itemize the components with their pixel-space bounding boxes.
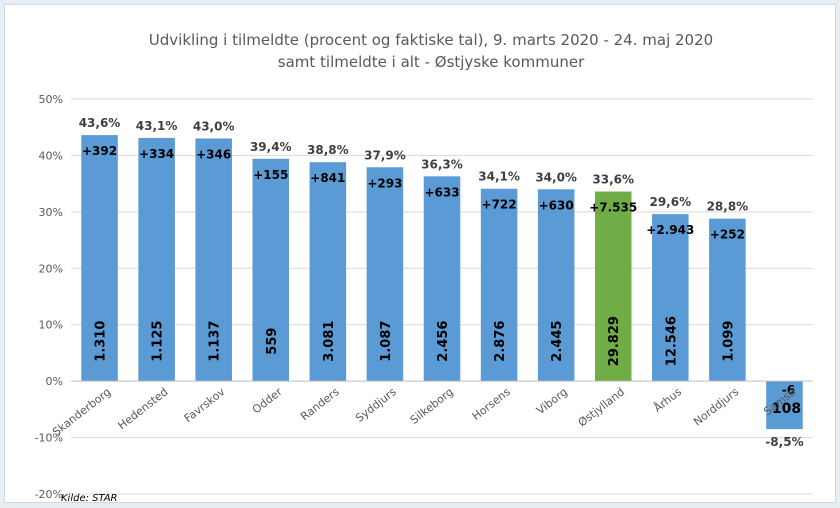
x-tick-label: Horsens <box>470 385 513 423</box>
bar <box>537 189 575 382</box>
total-label: 3.081 <box>322 321 337 362</box>
change-label: +392 <box>82 144 117 158</box>
total-label: 29.829 <box>607 316 622 366</box>
total-label: 2.876 <box>493 321 508 362</box>
change-label: +841 <box>310 171 345 185</box>
percent-label: 28,8% <box>707 200 749 214</box>
bar-chart: Udvikling i tilmeldte (procent og faktis… <box>35 31 813 504</box>
total-label: 2.445 <box>550 321 565 362</box>
change-label: +2.943 <box>646 223 694 237</box>
change-label: +7.535 <box>589 201 637 215</box>
bar <box>423 176 461 382</box>
source-note: Kilde: STAR <box>61 493 118 504</box>
x-tick-label: Silkeborg <box>408 385 456 427</box>
bar <box>309 162 347 382</box>
percent-label: 29,6% <box>649 195 691 209</box>
change-label: -6 <box>782 383 795 397</box>
x-tick-label: Odder <box>250 385 285 416</box>
x-tick-label: Syddjurs <box>353 385 399 425</box>
percent-label: -8,5% <box>765 435 803 449</box>
total-label: 108 <box>772 401 801 417</box>
percent-label: 34,1% <box>478 170 520 184</box>
y-tick-label: 30% <box>39 206 63 219</box>
change-label: +630 <box>539 198 574 212</box>
x-tick-label: Favrskov <box>182 385 228 425</box>
percent-label: 43,1% <box>136 119 178 133</box>
bar <box>252 158 290 382</box>
total-label: 1.125 <box>151 321 166 362</box>
x-tick-label: Randers <box>298 385 342 423</box>
bar <box>766 381 803 430</box>
y-tick-label: -10% <box>35 432 63 445</box>
bar <box>594 191 632 382</box>
total-label: 2.456 <box>436 321 451 362</box>
percent-label: 43,6% <box>79 116 121 130</box>
total-label: 1.087 <box>379 321 394 362</box>
percent-label: 39,4% <box>250 140 292 154</box>
percent-label: 43,0% <box>193 120 235 134</box>
bar <box>709 218 746 382</box>
total-label: 1.099 <box>721 321 736 362</box>
change-label: +722 <box>482 198 517 212</box>
y-tick-label: 0% <box>46 375 63 388</box>
percent-label: 38,8% <box>307 143 349 157</box>
bar <box>652 214 689 382</box>
x-axis: Skanderborg Hedensted Favrskov Odder Randers… <box>50 380 813 439</box>
change-label: +633 <box>424 185 459 199</box>
x-tick-label: Århus <box>651 385 684 415</box>
y-tick-label: -20% <box>35 488 63 501</box>
change-label: +346 <box>196 148 231 162</box>
y-axis: 50% 40% 30% 20% 10% 0% -10% -20% <box>35 93 63 501</box>
bars <box>81 135 803 430</box>
y-tick-label: 40% <box>39 149 63 162</box>
x-tick-label: Hedensted <box>116 385 171 432</box>
x-tick-label: Norddjurs <box>691 385 741 428</box>
total-label: 1.310 <box>94 321 109 362</box>
total-label: 1.137 <box>208 321 223 362</box>
bar <box>81 135 118 382</box>
chart-title-line1: Udvikling i tilmeldte (procent og faktis… <box>149 31 713 49</box>
change-label: +155 <box>253 168 288 182</box>
data-labels: 43,6% +392 1.310 43,1% +334 1.125 43,0% +346 1.1… <box>79 116 804 449</box>
percent-label: 37,9% <box>364 148 406 162</box>
change-label: +252 <box>710 228 745 242</box>
percent-label: 36,3% <box>421 157 463 171</box>
y-tick-label: 50% <box>39 93 63 106</box>
x-tick-label: Viborg <box>534 385 570 417</box>
chart-frame: Udvikling i tilmeldte (procent og faktis… <box>4 4 836 504</box>
chart-title-line2: samt tilmeldte i alt - Østjyske kommuner <box>278 53 585 71</box>
total-label: 12.546 <box>664 316 679 366</box>
change-label: +334 <box>139 147 174 161</box>
bar <box>480 188 518 382</box>
bar <box>195 138 232 382</box>
bar <box>138 137 175 382</box>
bar <box>366 167 404 382</box>
y-tick-label: 20% <box>39 262 63 275</box>
x-tick-label: Skanderborg <box>50 385 113 438</box>
percent-label: 33,6% <box>592 173 634 187</box>
total-label: 559 <box>265 328 280 355</box>
change-label: +293 <box>367 176 402 190</box>
percent-label: 34,0% <box>535 170 577 184</box>
y-tick-label: 10% <box>39 319 63 332</box>
x-tick-label: Østjylland <box>576 385 627 429</box>
